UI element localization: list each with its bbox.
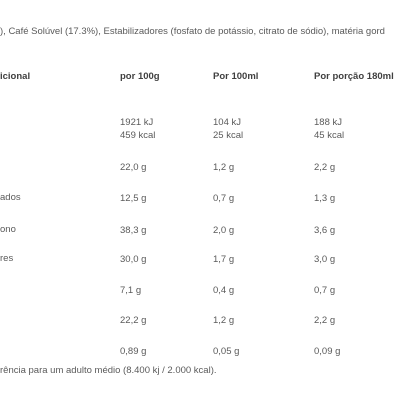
- row-label-saturated: ados: [0, 192, 21, 203]
- cell-carbohydrates-100g: 38,3 g: [120, 225, 147, 236]
- cell-fibre-100ml: 0,4 g: [213, 285, 235, 296]
- cell-energy-portion-kj: 188 kJ: [314, 117, 342, 128]
- cell-saturated-100ml: 0,7 g: [213, 193, 235, 204]
- cell-energy-100ml-kj: 104 kJ: [213, 117, 241, 128]
- reference-footnote: rência para um adulto médio (8.400 kj / …: [0, 365, 217, 376]
- cell-protein-portion: 2,2 g: [314, 315, 336, 326]
- cell-salt-100g: 0,89 g: [120, 346, 147, 357]
- row-label-sugars: res: [0, 253, 14, 264]
- row-label-carbohydrates: ono: [0, 224, 16, 235]
- header-per-portion: Por porção 180ml: [314, 71, 394, 82]
- cell-carbohydrates-100ml: 2,0 g: [213, 225, 235, 236]
- cell-energy-100g-kj: 1921 kJ: [120, 117, 154, 128]
- cell-saturated-100g: 12,5 g: [120, 193, 147, 204]
- cell-energy-100g-kcal: 459 kcal: [120, 130, 156, 141]
- cell-salt-portion: 0,09 g: [314, 346, 341, 357]
- cell-carbohydrates-portion: 3,6 g: [314, 225, 336, 236]
- cell-protein-100ml: 1,2 g: [213, 315, 235, 326]
- cell-fat-100ml: 1,2 g: [213, 162, 235, 173]
- cell-sugars-portion: 3,0 g: [314, 254, 336, 265]
- cell-energy-portion-kcal: 45 kcal: [314, 130, 345, 141]
- cell-fibre-100g: 7,1 g: [120, 285, 142, 296]
- header-per-100g: por 100g: [120, 71, 160, 82]
- cell-fat-portion: 2,2 g: [314, 162, 336, 173]
- header-nutritional-label: icional: [0, 71, 31, 82]
- cell-salt-100ml: 0,05 g: [213, 346, 240, 357]
- cell-fibre-portion: 0,7 g: [314, 285, 336, 296]
- ingredients-text: ), Café Solúvel (17.3%), Estabilizadores…: [0, 26, 385, 37]
- cell-protein-100g: 22,2 g: [120, 315, 147, 326]
- cell-sugars-100g: 30,0 g: [120, 254, 147, 265]
- cell-fat-100g: 22,0 g: [120, 162, 147, 173]
- cell-sugars-100ml: 1,7 g: [213, 254, 235, 265]
- cell-saturated-portion: 1,3 g: [314, 193, 336, 204]
- header-per-100ml: Por 100ml: [213, 71, 259, 82]
- cell-energy-100ml-kcal: 25 kcal: [213, 130, 244, 141]
